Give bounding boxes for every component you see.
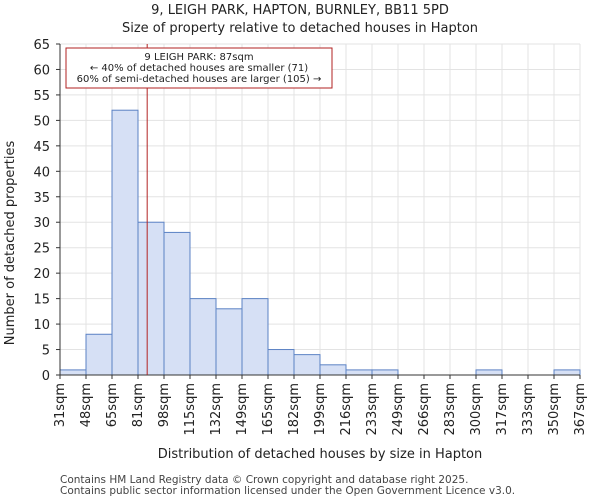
footer-line-2: Contains public sector information licen… — [60, 485, 515, 497]
x-tick-label: 31sqm — [53, 383, 68, 427]
x-tick-label: 300sqm — [469, 383, 484, 436]
y-tick-label: 0 — [42, 369, 50, 384]
histogram-bar — [553, 369, 581, 376]
y-axis-label: Number of detached properties — [3, 141, 18, 346]
histogram-bar — [319, 364, 347, 376]
x-tick-label: 165sqm — [261, 383, 276, 436]
chart-subtitle: Size of property relative to detached ho… — [122, 21, 478, 36]
x-tick-label: 216sqm — [339, 383, 354, 436]
x-tick-label: 149sqm — [235, 383, 250, 436]
histogram-bar — [241, 298, 269, 376]
bars — [59, 109, 581, 376]
histogram-bar — [267, 349, 295, 376]
histogram-bar — [111, 109, 139, 376]
y-tick-label: 15 — [33, 293, 50, 308]
chart-title: 9, LEIGH PARK, HAPTON, BURNLEY, BB11 5PD — [151, 3, 449, 18]
x-tick-label: 81sqm — [131, 383, 146, 427]
histogram-bar — [215, 308, 243, 376]
x-tick-label: 182sqm — [287, 383, 302, 436]
y-tick-labels: 0 5 10 15 20 25 30 35 40 45 50 55 60 65 — [33, 38, 50, 384]
histogram-bar — [293, 354, 321, 376]
x-tick-label: 333sqm — [521, 383, 536, 436]
histogram-bar — [189, 298, 217, 376]
x-tick-label: 249sqm — [391, 383, 406, 436]
x-tick-label: 283sqm — [443, 383, 458, 436]
x-tick-label: 115sqm — [183, 383, 198, 436]
x-tick-label: 65sqm — [105, 383, 120, 427]
histogram-bar — [345, 369, 373, 376]
y-tick-label: 45 — [33, 140, 50, 155]
histogram-bar — [475, 369, 503, 376]
annotation-line: ← 40% of detached houses are smaller (71… — [90, 63, 308, 74]
y-tick-label: 50 — [33, 114, 50, 129]
annotation-box — [65, 47, 333, 89]
footer-line-1: Contains HM Land Registry data © Crown c… — [60, 474, 468, 486]
histogram-bar — [371, 369, 399, 376]
y-tick-label: 40 — [33, 165, 50, 180]
x-tick-label: 317sqm — [495, 383, 510, 436]
y-tick-label: 60 — [33, 63, 50, 78]
x-tick-label: 266sqm — [417, 383, 432, 436]
x-tick-label: 233sqm — [365, 383, 380, 436]
histogram-bar — [85, 333, 113, 376]
annotation-line: 9 LEIGH PARK: 87sqm — [144, 52, 253, 63]
y-tick-label: 35 — [33, 191, 50, 206]
x-tick-labels: 31sqm 48sqm 65sqm 81sqm 98sqm 115sqm 132sqm 149… — [53, 383, 588, 436]
annotation-line: 60% of semi-detached houses are larger (… — [77, 74, 322, 85]
y-tick-label: 20 — [33, 267, 50, 282]
x-tick-label: 48sqm — [79, 383, 94, 427]
y-tick-label: 65 — [33, 38, 50, 53]
y-tick-label: 55 — [33, 89, 50, 104]
x-tick-label: 367sqm — [573, 383, 588, 436]
axes — [56, 43, 581, 379]
x-tick-label: 98sqm — [157, 383, 172, 427]
histogram-bar — [163, 231, 191, 376]
y-tick-label: 30 — [33, 216, 50, 231]
y-tick-label: 10 — [33, 318, 50, 333]
x-tick-label: 350sqm — [547, 383, 562, 436]
x-axis-label: Distribution of detached houses by size … — [158, 447, 483, 462]
y-tick-label: 25 — [33, 242, 50, 257]
histogram-bar — [137, 221, 165, 376]
x-tick-label: 199sqm — [313, 383, 328, 436]
x-tick-label: 132sqm — [209, 383, 224, 436]
y-tick-label: 5 — [42, 344, 50, 359]
histogram-bar — [59, 369, 87, 376]
property-marker: 9 LEIGH PARK: 87sqm← 40% of detached hou… — [65, 44, 333, 375]
